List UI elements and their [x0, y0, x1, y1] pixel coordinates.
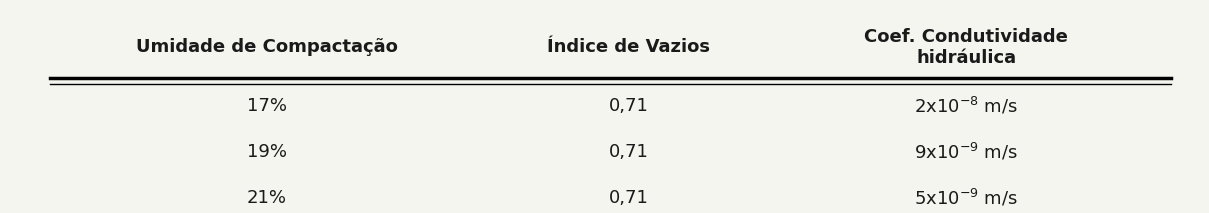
Text: 0,71: 0,71: [608, 97, 648, 115]
Text: 9x10$^{-9}$ m/s: 9x10$^{-9}$ m/s: [914, 142, 1018, 163]
Text: 2x10$^{-8}$ m/s: 2x10$^{-8}$ m/s: [914, 96, 1018, 117]
Text: 21%: 21%: [247, 189, 287, 207]
Text: 17%: 17%: [247, 97, 287, 115]
Text: 5x10$^{-9}$ m/s: 5x10$^{-9}$ m/s: [914, 188, 1018, 209]
Text: 0,71: 0,71: [608, 143, 648, 161]
Text: Índice de Vazios: Índice de Vazios: [548, 39, 710, 56]
Text: 19%: 19%: [247, 143, 287, 161]
Text: 0,71: 0,71: [608, 189, 648, 207]
Text: Coef. Condutividade
hidráulica: Coef. Condutividade hidráulica: [864, 28, 1069, 67]
Text: Umidade de Compactação: Umidade de Compactação: [135, 39, 398, 56]
